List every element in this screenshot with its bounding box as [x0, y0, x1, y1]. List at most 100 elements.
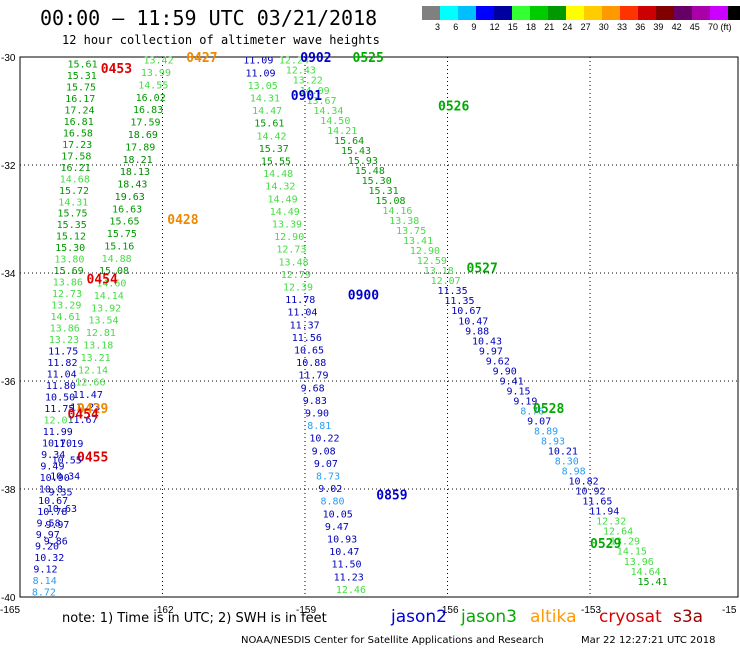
- footer-credit: NOAA/NESDIS Center for Satellite Applica…: [241, 635, 544, 646]
- colorbar-swatch: [512, 6, 530, 20]
- track-time-label: 0900: [348, 289, 379, 304]
- wave-height-value: 14.14: [94, 291, 124, 302]
- legend-sat-cryosat: cryosat: [599, 607, 662, 627]
- track-time-label: 0427: [186, 51, 217, 66]
- wave-height-value: 11.23: [70, 402, 100, 413]
- footer: NOAA/NESDIS Center for Satellite Applica…: [241, 635, 716, 646]
- wave-height-value: 8.14: [33, 576, 57, 587]
- colorbar-label: 27: [580, 22, 591, 32]
- wave-height-value: 14.31: [250, 94, 280, 105]
- wave-height-value: 9.02: [318, 484, 342, 495]
- wave-height-value: 16.02: [136, 93, 166, 104]
- wave-height-value: 9.12: [33, 565, 57, 576]
- wave-height-value: 15.75: [107, 229, 137, 240]
- lon-tick-label: -156: [439, 605, 459, 616]
- wave-height-value: 12.46: [336, 585, 366, 596]
- track-time-label: 0454: [68, 407, 99, 422]
- track-time-label: 0455: [77, 451, 108, 466]
- wave-height-value: 18.43: [117, 180, 147, 191]
- wave-height-value: 8.30: [555, 457, 579, 468]
- track-time-label: 0428: [167, 213, 198, 228]
- wave-height-value: 8.89: [534, 426, 558, 437]
- wave-height-value: 14.60: [96, 279, 126, 290]
- colorbar-swatch: [458, 6, 476, 20]
- legend-sat-jason3: jason3: [461, 607, 517, 627]
- wave-height-value: 14.15: [617, 547, 647, 558]
- page-subtitle: 12 hour collection of altimeter wave hei…: [62, 33, 380, 47]
- wave-height-value: 11.80: [46, 381, 76, 392]
- wave-height-value: 15.12: [56, 232, 86, 243]
- wave-height-value: 17.23: [62, 140, 92, 151]
- wave-height-value: 9.20: [35, 542, 59, 553]
- wave-height-value: 15.61: [68, 59, 98, 70]
- wave-height-value: 12.73: [52, 289, 82, 300]
- colorbar-labels: 3 6 9 12 15 18 21 24 27 30 33 36 39 42 45 70 (ft): [422, 22, 740, 34]
- colorbar-swatch: [566, 6, 584, 20]
- wave-height-value: 15.72: [59, 186, 89, 197]
- colorbar-label: 21: [544, 22, 555, 32]
- colorbar-swatch: [476, 6, 494, 20]
- wave-height-value: 10.05: [323, 509, 353, 520]
- lat-tick-label: -30: [1, 53, 16, 64]
- wave-height-value: 9.34: [41, 450, 65, 461]
- wave-height-value: 12.07: [43, 415, 73, 426]
- wave-height-value: 11.94: [589, 507, 619, 518]
- colorbar-label: 70 (ft): [708, 22, 732, 32]
- wave-height-value: 10.50: [45, 392, 75, 403]
- wave-height-value: 13.96: [624, 557, 654, 568]
- colorbar-swatch: [620, 6, 638, 20]
- wave-height-value: 14.49: [270, 207, 300, 218]
- wave-height-value: 15.30: [362, 176, 392, 187]
- wave-height-value: 15.35: [57, 220, 87, 231]
- colorbar-swatch: [602, 6, 620, 20]
- colorbar-label: 12: [489, 22, 500, 32]
- wave-height-value: 14.47: [252, 106, 282, 117]
- lon-tick-label: -153: [581, 605, 601, 616]
- colorbar-label: 39: [653, 22, 664, 32]
- wave-height-value: 15.93: [348, 156, 378, 167]
- wave-height-value: 15.75: [66, 82, 96, 93]
- wave-height-value: 9.68: [301, 383, 325, 394]
- colorbar-label: 18: [526, 22, 537, 32]
- wave-height-value: 10.90: [40, 473, 70, 484]
- wave-height-value: 13.23: [49, 335, 79, 346]
- colorbar-swatch: [584, 6, 602, 20]
- wave-height-value: 15.69: [54, 266, 84, 277]
- wave-height-value: 19.63: [115, 192, 145, 203]
- footer-timestamp: Mar 22 12:27:21 UTC 2018: [581, 635, 716, 646]
- wave-height-value: 11.23: [334, 572, 364, 583]
- wave-height-value: 9.58: [37, 519, 61, 530]
- colorbar-label: 30: [598, 22, 609, 32]
- wave-height-value: 8.81: [307, 421, 331, 432]
- wave-height-value: 9.47: [325, 522, 349, 533]
- wave-height-value: 13.29: [610, 537, 640, 548]
- lat-tick-label: -36: [1, 377, 16, 388]
- colorbar-label: 6: [453, 22, 459, 32]
- wave-height-value: 11.67: [68, 415, 98, 426]
- wave-height-value: 9.86: [44, 536, 68, 547]
- wave-height-value: 13.41: [403, 236, 433, 247]
- wave-height-value: 11.19: [53, 439, 83, 450]
- lon-tick-label: -15: [722, 605, 737, 616]
- wave-height-value: 14.34: [313, 106, 343, 117]
- wave-height-value: 12.07: [431, 276, 461, 287]
- wave-height-value: 13.42: [144, 56, 174, 67]
- wave-height-value: 17.58: [61, 151, 91, 162]
- wave-height-value: 9.08: [312, 446, 336, 457]
- wave-height-value: 14.48: [263, 169, 293, 180]
- wave-height-value: 15.37: [259, 144, 289, 155]
- wave-height-value: 12.79: [281, 270, 311, 281]
- lat-tick-label: -38: [1, 485, 16, 496]
- wave-height-value: 13.29: [51, 301, 81, 312]
- wave-height-value: 8.93: [541, 437, 565, 448]
- wave-height-value: 16.81: [64, 117, 94, 128]
- wave-height-value: 13.18: [424, 266, 454, 277]
- track-time-label: 0527: [467, 262, 498, 277]
- wave-height-value: 10.8: [39, 484, 63, 495]
- wave-height-value: 11.09: [243, 56, 273, 67]
- wave-height-value: 12.73: [276, 245, 306, 256]
- wave-height-value: 12.81: [86, 328, 116, 339]
- wave-height-value: 11.35: [437, 286, 467, 297]
- lon-tick-label: -159: [296, 605, 316, 616]
